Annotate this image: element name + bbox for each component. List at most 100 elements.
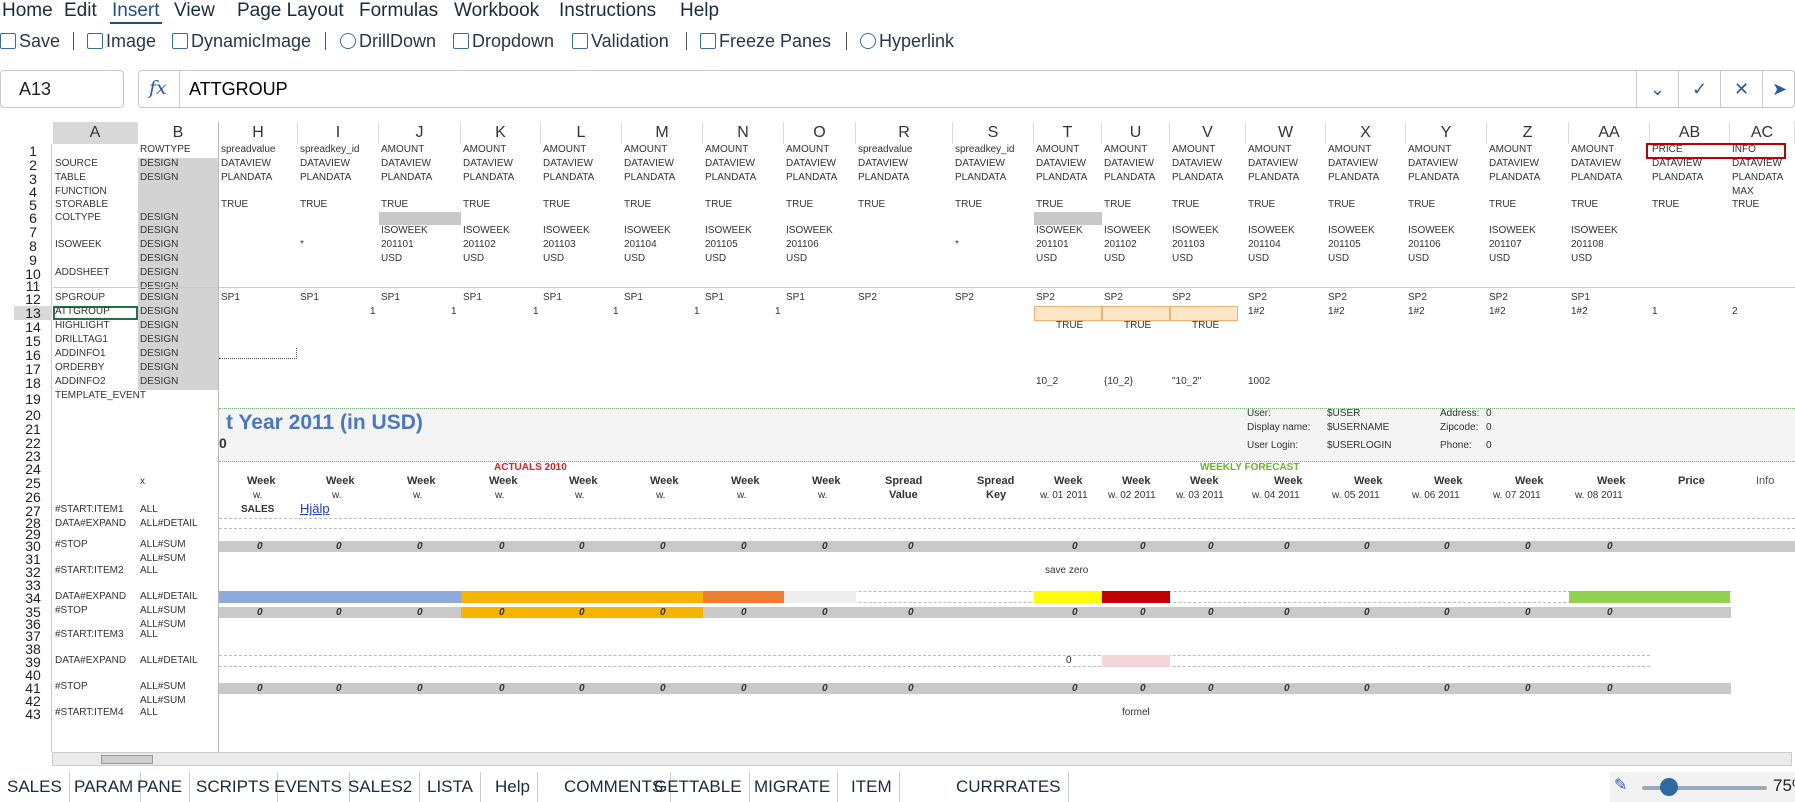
row14-V[interactable]: TRUE [1192, 320, 1220, 331]
row5-W[interactable]: TRUE [1248, 199, 1276, 210]
drilldown-button[interactable]: DrillDown [340, 28, 436, 54]
info-header[interactable]: Info [1756, 475, 1775, 487]
colA-6[interactable]: COLTYPE [55, 212, 101, 223]
validation-button[interactable]: Validation [572, 28, 669, 54]
column-header-V[interactable]: V [1170, 122, 1246, 144]
tab-param[interactable]: PARAM [67, 772, 142, 802]
cancel-button[interactable]: ✕ [1720, 71, 1762, 107]
row3-J[interactable]: PLANDATA [381, 172, 433, 183]
row-header-27[interactable]: 27 [25, 503, 41, 519]
row5-O[interactable]: TRUE [786, 199, 814, 210]
colB-design-13[interactable]: DESIGN [140, 306, 179, 317]
colB-design-16[interactable]: DESIGN [140, 348, 179, 359]
row1-N[interactable]: AMOUNT [705, 144, 749, 155]
column-header-U[interactable]: U [1102, 122, 1170, 144]
zero-V41[interactable]: 0 [1208, 683, 1214, 694]
wk2011-Z[interactable]: w. 07 2011 [1493, 490, 1541, 501]
zero-J30[interactable]: 0 [417, 541, 423, 552]
row7-M[interactable]: ISOWEEK [624, 225, 671, 236]
zero-K41[interactable]: 0 [499, 683, 505, 694]
row7-Z[interactable]: ISOWEEK [1489, 225, 1536, 236]
row13-N[interactable]: 1 [775, 306, 781, 317]
row3-O[interactable]: PLANDATA [786, 172, 838, 183]
menu-home[interactable]: Home [2, 0, 53, 21]
zero-I35[interactable]: 0 [336, 607, 342, 618]
row3-S[interactable]: PLANDATA [955, 172, 1007, 183]
row-header-21[interactable]: 21 [25, 421, 41, 437]
row14-U[interactable]: TRUE [1124, 320, 1152, 331]
row-header-25[interactable]: 25 [25, 475, 41, 491]
row12-X[interactable]: SP2 [1328, 292, 1347, 303]
row-header-6[interactable]: 6 [29, 210, 37, 226]
zero-o-K[interactable]: 0 [499, 607, 505, 618]
row13-AA[interactable]: 1#2 [1571, 306, 1588, 317]
row9-Z[interactable]: USD [1489, 253, 1511, 264]
colB-all-37[interactable]: ALL [140, 629, 158, 640]
row5-R[interactable]: TRUE [858, 199, 886, 210]
row-header-33[interactable]: 33 [25, 577, 41, 593]
row3-Z[interactable]: PLANDATA [1489, 172, 1541, 183]
pencil-icon[interactable]: ✎ [1614, 777, 1628, 794]
save-button[interactable]: Save [0, 28, 60, 54]
menu-insert[interactable]: Insert [110, 0, 162, 24]
row2-T[interactable]: DATAVIEW [1036, 158, 1086, 169]
zero-N41[interactable]: 0 [741, 683, 747, 694]
zero-O41[interactable]: 0 [822, 683, 828, 694]
row18-W[interactable]: 1002 [1248, 376, 1271, 387]
row12-I[interactable]: SP1 [300, 292, 319, 303]
row1-O[interactable]: AMOUNT [786, 144, 830, 155]
zero-Y30[interactable]: 0 [1444, 541, 1450, 552]
row9-L[interactable]: USD [543, 253, 565, 264]
menu-edit[interactable]: Edit [64, 0, 97, 21]
zero-Z30[interactable]: 0 [1525, 541, 1531, 552]
colA-30[interactable]: #STOP [55, 539, 88, 550]
forecast-label[interactable]: WEEKLY FORECAST [1200, 462, 1300, 473]
colA-8[interactable]: ISOWEEK [55, 239, 102, 250]
row7-W[interactable]: ISOWEEK [1248, 225, 1295, 236]
zero-I41[interactable]: 0 [336, 683, 342, 694]
colB-x[interactable]: x [140, 476, 145, 487]
row7-T[interactable]: ISOWEEK [1036, 225, 1083, 236]
row1-W[interactable]: AMOUNT [1248, 144, 1292, 155]
row3-H[interactable]: PLANDATA [221, 172, 273, 183]
zero-T41[interactable]: 0 [1072, 683, 1078, 694]
row8-U[interactable]: 201102 [1104, 239, 1137, 250]
row9-T[interactable]: USD [1036, 253, 1058, 264]
row1-S[interactable]: spreadkey_id [955, 144, 1015, 155]
wk2011-T[interactable]: w. 01 2011 [1040, 490, 1088, 501]
w-I[interactable]: w. [332, 490, 342, 501]
row2-O[interactable]: DATAVIEW [786, 158, 836, 169]
tab-comments[interactable]: COMMENTS [557, 772, 672, 802]
row12-K[interactable]: SP1 [463, 292, 482, 303]
zero-U35[interactable]: 0 [1140, 607, 1146, 618]
row18-U[interactable]: {10_2} [1104, 376, 1133, 387]
column-header-Y[interactable]: Y [1406, 122, 1487, 144]
row3-K[interactable]: PLANDATA [463, 172, 515, 183]
row7-J[interactable]: ISOWEEK [381, 225, 428, 236]
row13-I[interactable]: 1 [370, 306, 376, 317]
row13-M[interactable]: 1 [694, 306, 700, 317]
menu-view[interactable]: View [174, 0, 215, 21]
row-header-43[interactable]: 43 [25, 706, 41, 722]
colB-design-14[interactable]: DESIGN [140, 320, 179, 331]
tab-sales[interactable]: SALES [0, 772, 70, 802]
colB-sum-30[interactable]: ALL#SUM [140, 539, 186, 550]
row9-V[interactable]: USD [1172, 253, 1194, 264]
row2-J[interactable]: DATAVIEW [381, 158, 431, 169]
row2-M[interactable]: DATAVIEW [624, 158, 674, 169]
spread-value-h1[interactable]: Spread [885, 475, 923, 487]
w-J[interactable]: w. [413, 490, 423, 501]
row1-V[interactable]: AMOUNT [1172, 144, 1216, 155]
row13-X[interactable]: 1#2 [1328, 306, 1345, 317]
colB-all-32[interactable]: ALL [140, 565, 158, 576]
zero-R35[interactable]: 0 [908, 607, 914, 618]
menu-instructions[interactable]: Instructions [559, 0, 657, 21]
zero-V35[interactable]: 0 [1208, 607, 1214, 618]
row-header-18[interactable]: 18 [25, 375, 41, 391]
row-header-10[interactable]: 10 [25, 266, 41, 282]
row12-O[interactable]: SP1 [786, 292, 805, 303]
spreadsheet-grid[interactable]: A B H I J K L M N O R S T U V W X Y Z AA AB AC 1 2 3 4 5 6 7 8 9 10 11 1… [0, 122, 1795, 752]
row-header-26[interactable]: 26 [25, 489, 41, 505]
week-X[interactable]: Week [1354, 475, 1383, 487]
week-W[interactable]: Week [1274, 475, 1303, 487]
